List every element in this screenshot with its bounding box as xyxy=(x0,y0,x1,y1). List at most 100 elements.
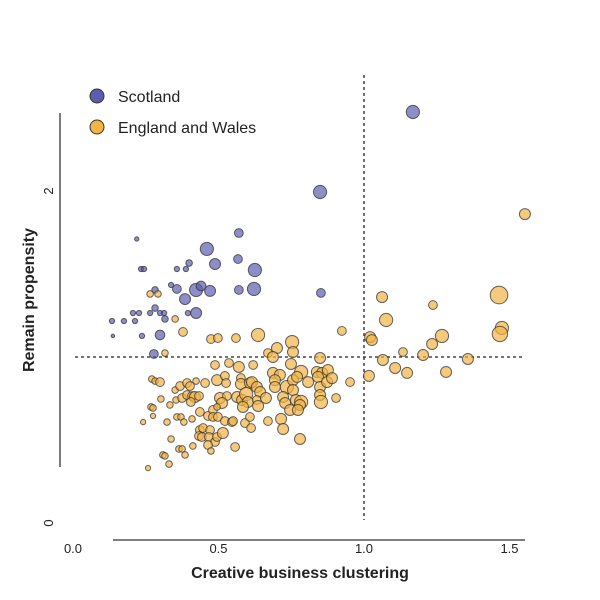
x-tick-label: 0.0 xyxy=(64,541,82,556)
data-point-england-and-wales xyxy=(440,365,453,378)
data-point-england-and-wales xyxy=(461,352,474,365)
x-tick-label: 1.0 xyxy=(355,541,373,556)
data-point-england-and-wales xyxy=(336,326,347,336)
data-point-england-and-wales xyxy=(250,327,266,343)
data-point-england-and-wales xyxy=(224,358,234,368)
data-point-england-and-wales xyxy=(213,403,221,411)
data-point-england-and-wales xyxy=(185,381,195,391)
data-point-scotland xyxy=(135,309,143,317)
y-tick-label: 2 xyxy=(41,187,56,194)
data-point-scotland xyxy=(316,288,326,298)
data-points xyxy=(108,104,531,472)
data-point-scotland xyxy=(131,317,139,325)
data-point-england-and-wales xyxy=(146,290,154,298)
data-point-england-and-wales xyxy=(293,433,306,446)
data-point-scotland xyxy=(199,241,214,257)
data-point-england-and-wales xyxy=(518,208,531,221)
data-point-scotland xyxy=(110,333,116,339)
data-point-england-and-wales xyxy=(345,377,355,387)
data-point-england-and-wales xyxy=(325,372,338,385)
data-point-england-and-wales xyxy=(207,447,215,455)
data-point-england-and-wales xyxy=(275,412,288,425)
data-point-scotland xyxy=(182,265,190,273)
data-point-england-and-wales xyxy=(286,384,299,397)
data-point-scotland xyxy=(204,284,217,297)
data-point-scotland xyxy=(179,293,192,306)
data-point-england-and-wales xyxy=(216,427,229,440)
legend-label-england-and-wales: England and Wales xyxy=(118,120,256,137)
data-point-england-and-wales xyxy=(314,351,327,364)
x-tick-label: 1.5 xyxy=(500,541,518,556)
data-point-england-and-wales xyxy=(189,442,197,450)
data-point-england-and-wales xyxy=(231,333,241,343)
data-point-scotland xyxy=(190,307,203,320)
data-point-scotland xyxy=(161,315,169,323)
data-point-scotland xyxy=(138,332,146,340)
x-tick-label: 0.5 xyxy=(209,541,227,556)
data-point-england-and-wales xyxy=(379,312,394,328)
data-point-england-and-wales xyxy=(155,377,165,387)
data-point-scotland xyxy=(233,285,244,295)
legend-label-scotland: Scotland xyxy=(118,89,180,106)
data-point-scotland xyxy=(247,262,262,278)
legend: Scotland England and Wales xyxy=(89,88,256,137)
data-point-scotland xyxy=(195,280,207,292)
data-point-england-and-wales xyxy=(313,394,329,410)
data-point-england-and-wales xyxy=(489,285,509,305)
data-point-england-and-wales xyxy=(200,378,211,388)
data-point-england-and-wales xyxy=(286,346,299,359)
data-point-scotland xyxy=(185,259,193,267)
data-point-england-and-wales xyxy=(144,464,152,472)
data-point-scotland xyxy=(140,265,148,273)
data-point-england-and-wales xyxy=(291,370,304,383)
data-point-england-and-wales xyxy=(185,397,196,407)
data-point-scotland xyxy=(312,184,328,200)
data-point-england-and-wales xyxy=(266,351,279,363)
legend-marker-england-and-wales xyxy=(89,119,105,135)
data-point-england-and-wales xyxy=(221,378,231,388)
data-point-england-and-wales xyxy=(230,442,240,452)
data-point-england-and-wales xyxy=(365,334,378,347)
data-point-england-and-wales xyxy=(268,381,281,394)
data-point-scotland xyxy=(209,258,222,271)
reference-lines xyxy=(75,75,522,520)
y-tick-label: 0 xyxy=(41,519,56,526)
data-point-england-and-wales xyxy=(434,328,450,344)
data-point-england-and-wales xyxy=(192,377,200,385)
data-point-england-and-wales xyxy=(210,360,220,370)
data-point-england-and-wales xyxy=(248,360,259,370)
data-point-england-and-wales xyxy=(252,399,265,412)
data-point-england-and-wales xyxy=(245,412,255,422)
data-point-england-and-wales xyxy=(401,366,414,379)
data-point-england-and-wales xyxy=(417,349,430,362)
data-point-england-and-wales xyxy=(376,291,389,304)
data-point-england-and-wales xyxy=(163,418,171,426)
data-point-scotland xyxy=(233,228,244,238)
data-point-england-and-wales xyxy=(389,361,402,374)
data-point-england-and-wales xyxy=(161,349,169,357)
data-point-scotland xyxy=(184,309,192,317)
data-point-england-and-wales xyxy=(149,404,157,412)
data-point-scotland xyxy=(151,304,159,312)
data-point-scotland xyxy=(160,309,168,317)
data-point-england-and-wales xyxy=(428,300,438,310)
data-point-england-and-wales xyxy=(232,360,245,373)
data-point-scotland xyxy=(129,309,137,317)
data-point-scotland xyxy=(108,317,116,325)
data-point-england-and-wales xyxy=(194,407,205,417)
data-point-england-and-wales xyxy=(161,452,169,460)
data-point-scotland xyxy=(146,309,154,317)
data-point-england-and-wales xyxy=(246,423,256,433)
data-point-england-and-wales xyxy=(165,460,173,468)
data-point-scotland xyxy=(134,236,140,242)
data-point-england-and-wales xyxy=(291,403,304,416)
data-point-england-and-wales xyxy=(180,418,188,426)
y-tick-labels: 02 xyxy=(41,187,56,526)
data-point-england-and-wales xyxy=(362,369,375,382)
data-point-england-and-wales xyxy=(213,333,223,343)
data-point-scotland xyxy=(167,281,175,289)
data-point-england-and-wales xyxy=(331,393,341,403)
data-point-england-and-wales xyxy=(154,290,162,298)
data-point-england-and-wales xyxy=(157,395,165,403)
data-point-england-and-wales xyxy=(166,401,174,409)
